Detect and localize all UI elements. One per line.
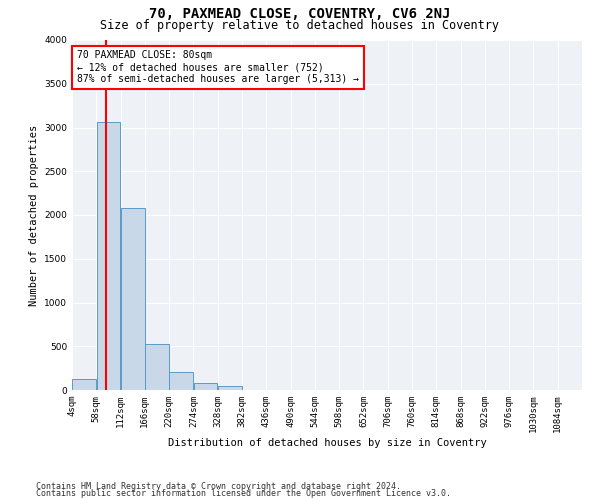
Bar xyxy=(72,378,96,390)
Text: 70, PAXMEAD CLOSE, COVENTRY, CV6 2NJ: 70, PAXMEAD CLOSE, COVENTRY, CV6 2NJ xyxy=(149,8,451,22)
Bar xyxy=(194,383,217,390)
Y-axis label: Number of detached properties: Number of detached properties xyxy=(29,124,38,306)
Bar xyxy=(97,122,121,390)
Bar xyxy=(121,208,145,390)
Text: Contains HM Land Registry data © Crown copyright and database right 2024.: Contains HM Land Registry data © Crown c… xyxy=(36,482,401,491)
Bar xyxy=(169,372,193,390)
X-axis label: Distribution of detached houses by size in Coventry: Distribution of detached houses by size … xyxy=(167,438,487,448)
Bar xyxy=(218,386,242,390)
Text: 70 PAXMEAD CLOSE: 80sqm
← 12% of detached houses are smaller (752)
87% of semi-d: 70 PAXMEAD CLOSE: 80sqm ← 12% of detache… xyxy=(77,50,359,84)
Text: Contains public sector information licensed under the Open Government Licence v3: Contains public sector information licen… xyxy=(36,490,451,498)
Bar xyxy=(145,344,169,390)
Text: Size of property relative to detached houses in Coventry: Size of property relative to detached ho… xyxy=(101,19,499,32)
